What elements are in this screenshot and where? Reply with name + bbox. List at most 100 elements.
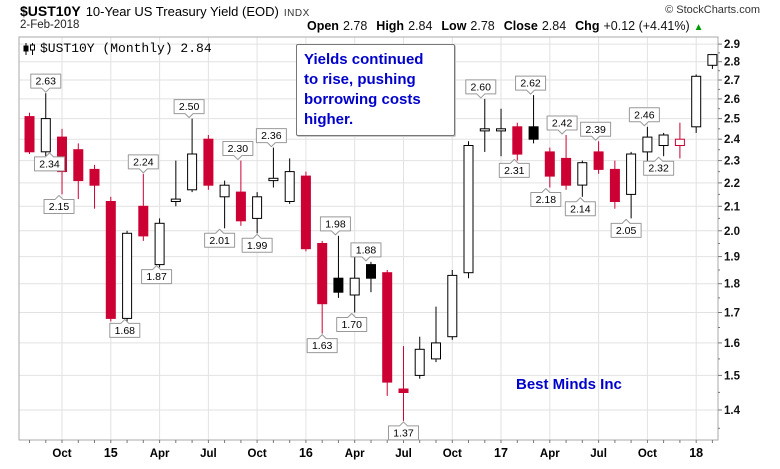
price-flag: [109, 318, 141, 338]
price-flag: [336, 312, 368, 332]
candle-body: [219, 184, 230, 198]
price-flag: [564, 197, 596, 217]
price-flag: [465, 79, 497, 99]
price-flag: [141, 265, 173, 285]
candle-body: [57, 136, 67, 173]
ohlc-quote: Open 2.78 High 2.84 Low 2.78 Close 2.84 Chg +0.12…: [307, 19, 704, 33]
close-label: Close: [503, 19, 538, 33]
close-value: 2.84: [541, 19, 567, 33]
candle-body: [398, 388, 409, 393]
price-flag: [610, 218, 642, 238]
candle-body: [252, 196, 263, 219]
candle-body: [187, 153, 198, 191]
candle-body: [642, 136, 653, 153]
price-flag-value: 2.01: [209, 235, 230, 247]
candle-body: [235, 191, 246, 222]
candle-body: [561, 157, 572, 186]
candle-body: [366, 264, 376, 279]
price-flag-value: 2.32: [648, 163, 669, 175]
y-axis-label: 2.7: [724, 75, 740, 87]
open-label: Open: [307, 19, 339, 33]
annotation-line: higher.: [304, 111, 354, 128]
open-value: 2.78: [342, 19, 368, 33]
quote-row: 2-Feb-2018 Open 2.78 High 2.84 Low 2.78 Close 2…: [20, 19, 760, 34]
price-flag-value: 2.63: [36, 76, 57, 88]
annotation-line: to rise, pushing: [304, 71, 416, 88]
price-flag: [515, 75, 547, 95]
candle-body: [658, 134, 669, 146]
y-axis-label: 1.5: [724, 370, 741, 382]
x-axis-label: 18: [689, 446, 703, 460]
x-axis-label: Jul: [590, 448, 607, 460]
candlestick-icon: [23, 42, 35, 55]
candle-body: [40, 118, 51, 153]
price-flag-value: 2.05: [616, 225, 637, 237]
x-axis-label: Oct: [52, 448, 71, 460]
price-flag-value: 1.98: [325, 218, 346, 230]
price-flag-value: 2.42: [552, 117, 573, 129]
price-flag: [34, 152, 65, 172]
candle-body: [512, 126, 523, 155]
low-value: 2.78: [470, 19, 495, 33]
y-axis-label: 2.0: [724, 226, 740, 238]
candle-body: [268, 177, 279, 182]
price-flag-value: 2.62: [520, 78, 541, 90]
x-axis-label: Apr: [345, 448, 365, 460]
candle-body: [300, 175, 311, 250]
annotation-line: borrowing costs: [304, 91, 421, 108]
price-flag-value: 2.15: [49, 201, 70, 213]
price-flag-value: 2.14: [570, 203, 591, 215]
annotation-box: Yields continued to rise, pushing borrow…: [296, 44, 455, 136]
x-axis-label: Jul: [395, 448, 412, 460]
price-flag-value: 2.39: [585, 124, 606, 136]
x-axis-label: Apr: [150, 448, 170, 460]
legend-text: $UST10Y (Monthly) 2.84: [40, 41, 212, 56]
x-axis-label: 15: [104, 446, 118, 460]
y-axis-label: 2.5: [724, 114, 741, 126]
price-flag: [43, 194, 75, 214]
candle-body: [528, 126, 539, 140]
y-axis-label: 2.8: [724, 57, 741, 69]
price-flag: [580, 121, 612, 141]
price-flag: [255, 128, 287, 148]
y-axis-label: 1.8: [724, 279, 741, 291]
x-axis-label: Oct: [638, 448, 657, 460]
price-flag-value: 2.50: [179, 101, 200, 113]
price-flag-value: 1.99: [247, 240, 268, 252]
x-axis-label: 17: [494, 446, 508, 460]
high-label: High: [376, 19, 405, 33]
price-flag-value: 2.18: [536, 194, 557, 206]
price-flag: [628, 107, 660, 127]
candle-body: [89, 168, 100, 186]
candle-body: [105, 201, 116, 319]
candle-body: [284, 171, 295, 203]
price-flag: [319, 216, 351, 236]
candle-body: [73, 149, 84, 182]
candle-body: [24, 116, 35, 153]
low-label: Low: [441, 19, 467, 33]
candle-body: [431, 342, 441, 360]
price-flag-value: 1.37: [393, 427, 414, 439]
price-flag: [498, 158, 530, 178]
chart-legend: $UST10Y (Monthly) 2.84: [23, 41, 212, 56]
candle-body: [203, 138, 214, 186]
candle-body: [414, 348, 425, 376]
candle-body: [691, 75, 702, 128]
y-axis-label: 2.4: [724, 134, 741, 146]
watermark-text: Best Minds Inc: [516, 376, 622, 393]
y-axis-label: 2.3: [724, 156, 740, 168]
candle-body: [138, 205, 149, 237]
annotation-line: Yields continued: [304, 51, 424, 68]
price-flag-value: 2.60: [471, 81, 492, 93]
y-axis-label: 1.4: [724, 405, 741, 417]
price-flag-value: 1.63: [312, 340, 333, 352]
candle-body: [577, 162, 588, 186]
chg-value: +0.12 (+4.41%): [603, 19, 690, 33]
high-value: 2.84: [408, 19, 433, 33]
quote-date: 2-Feb-2018: [20, 19, 80, 31]
price-flag: [643, 156, 675, 176]
instrument-name: 10-Year US Treasury Yield (EOD): [85, 4, 279, 19]
x-axis-label: Apr: [540, 448, 560, 460]
